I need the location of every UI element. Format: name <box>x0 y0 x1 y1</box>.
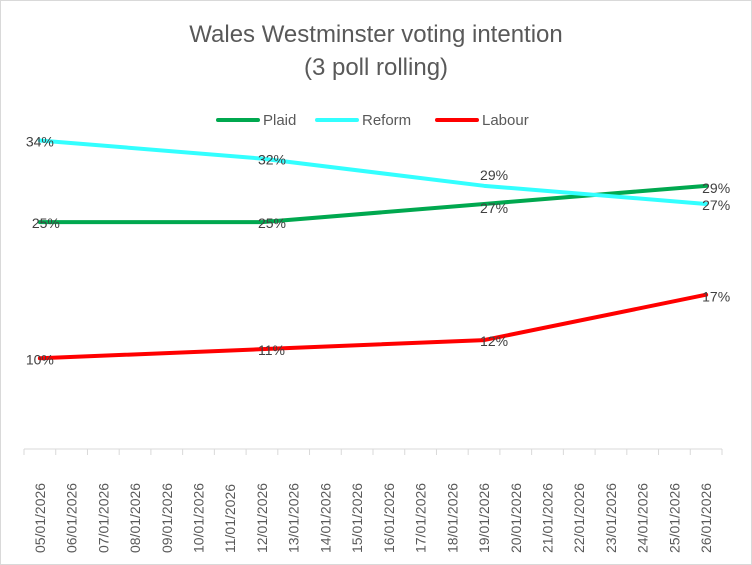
series-line-plaid <box>37 183 709 225</box>
x-tick-label: 16/01/2026 <box>381 483 397 553</box>
series-line-labour <box>37 292 709 361</box>
chart-title-block: Wales Westminster voting intention (3 po… <box>0 18 752 84</box>
data-label-plaid: 25% <box>32 215 60 231</box>
data-label-reform: 34% <box>26 133 54 149</box>
x-tick-label: 19/01/2026 <box>476 483 492 553</box>
data-label-reform: 27% <box>702 197 730 213</box>
data-label-plaid: 27% <box>480 200 508 216</box>
x-tick-label: 23/01/2026 <box>603 483 619 553</box>
chart-subtitle: (3 poll rolling) <box>303 54 449 81</box>
x-tick-label: 26/01/2026 <box>698 483 714 553</box>
series-line-reform <box>37 138 709 206</box>
x-tick-label: 21/01/2026 <box>540 483 556 553</box>
x-tick-label: 06/01/2026 <box>64 483 80 553</box>
data-label-reform: 32% <box>258 152 286 168</box>
x-tick-label: 10/01/2026 <box>191 483 207 553</box>
x-tick-label: 25/01/2026 <box>666 483 682 553</box>
data-label-labour: 11% <box>258 342 285 358</box>
x-tick-label: 24/01/2026 <box>635 483 651 553</box>
x-tick-label: 05/01/2026 <box>32 483 48 553</box>
data-label-labour: 12% <box>480 333 508 349</box>
x-tick-label: 17/01/2026 <box>413 483 429 553</box>
x-tick-label: 12/01/2026 <box>254 483 270 553</box>
chart-title: Wales Westminster voting intention <box>189 21 563 48</box>
x-tick-label: 08/01/2026 <box>127 483 143 553</box>
x-tick-label: 15/01/2026 <box>349 483 365 553</box>
data-label-reform: 29% <box>480 167 508 183</box>
data-label-plaid: 29% <box>702 180 730 196</box>
legend-label-plaid: Plaid <box>263 112 296 129</box>
data-label-labour: 17% <box>702 289 730 305</box>
x-tick-label: 09/01/2026 <box>159 483 175 553</box>
x-tick-label: 11/01/2026 <box>222 484 238 553</box>
legend-label-reform: Reform <box>362 112 411 129</box>
x-tick-label: 18/01/2026 <box>444 483 460 553</box>
legend-label-labour: Labour <box>482 112 529 129</box>
data-label-labour: 10% <box>26 351 54 367</box>
x-tick-label: 14/01/2026 <box>317 483 333 553</box>
data-label-plaid: 25% <box>258 215 286 231</box>
x-tick-label: 20/01/2026 <box>508 483 524 553</box>
x-tick-label: 13/01/2026 <box>286 483 302 553</box>
x-tick-label: 22/01/2026 <box>571 483 587 553</box>
x-tick-label: 07/01/2026 <box>95 483 111 553</box>
